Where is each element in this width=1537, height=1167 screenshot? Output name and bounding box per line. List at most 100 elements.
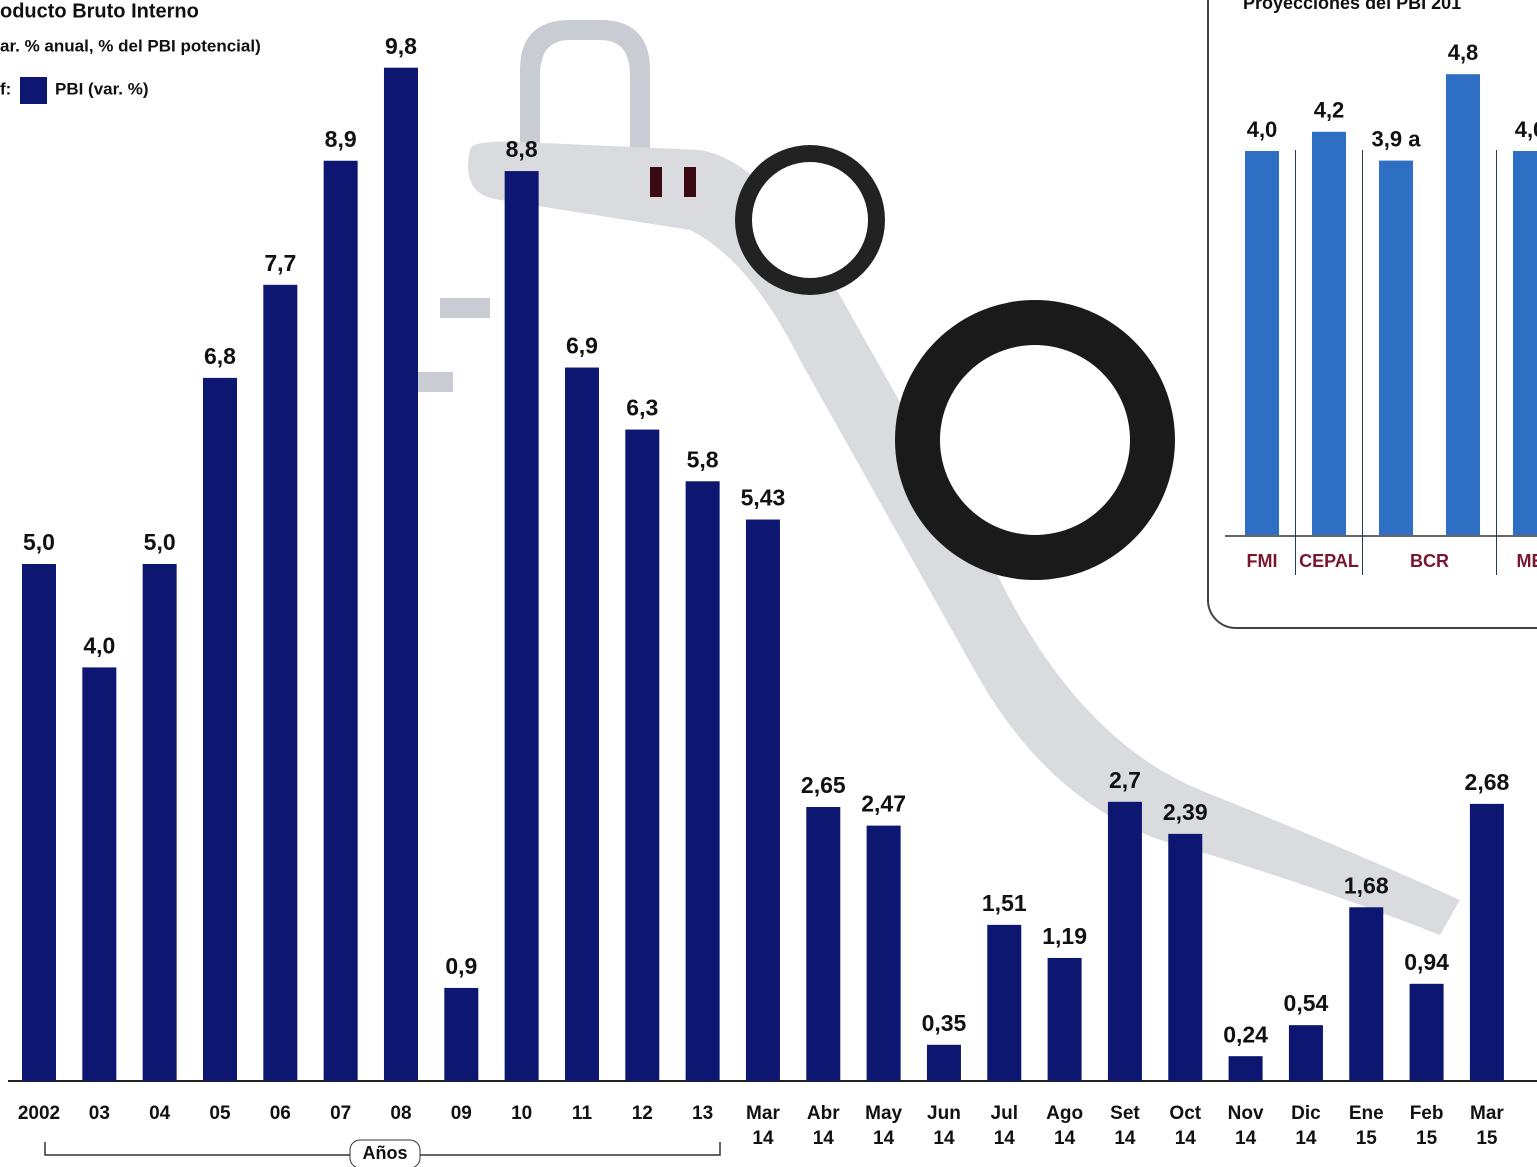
- x-tick-label: 06: [270, 1103, 291, 1124]
- value-label: 0,9: [445, 953, 477, 979]
- x-tick-label: 15: [1416, 1128, 1438, 1149]
- chart-title: oducto Bruto Interno: [0, 0, 199, 22]
- bar: [746, 520, 780, 1081]
- x-tick-label: Mar: [746, 1103, 780, 1124]
- bar: [1513, 151, 1537, 535]
- x-tick-label: BCR: [1410, 551, 1449, 571]
- inset-title: Proyecciones del PBI 201: [1243, 0, 1461, 13]
- x-tick-label: 12: [632, 1103, 653, 1124]
- x-tick-label: Jun: [927, 1103, 961, 1124]
- bar: [1349, 907, 1383, 1081]
- chart: oducto Bruto Interno ar. % anual, % del …: [0, 0, 1537, 1167]
- value-label: 1,51: [982, 890, 1027, 916]
- value-label: 4,0: [1247, 117, 1278, 142]
- bar: [1379, 161, 1413, 535]
- bar: [1168, 834, 1202, 1081]
- x-tick-label: 14: [813, 1128, 835, 1149]
- bar: [203, 378, 237, 1081]
- bar: [505, 171, 539, 1081]
- bar: [22, 564, 56, 1081]
- years-label: Años: [363, 1143, 408, 1163]
- value-label: 5,0: [144, 529, 176, 555]
- x-tick-label: 14: [994, 1128, 1016, 1149]
- x-tick-label: 09: [451, 1103, 472, 1124]
- x-tick-label: Ago: [1046, 1103, 1083, 1124]
- chart-subtitle: ar. % anual, % del PBI potencial): [0, 36, 261, 55]
- value-label: 9,8: [385, 33, 417, 59]
- bar: [1446, 74, 1480, 535]
- value-label: 0,24: [1223, 1021, 1268, 1047]
- value-label: 2,39: [1163, 799, 1208, 825]
- legend-prefix: f:: [0, 79, 11, 98]
- bar: [1108, 802, 1142, 1081]
- x-tick-label: 13: [692, 1103, 713, 1124]
- x-tick-label: Ene: [1349, 1103, 1384, 1124]
- bar: [1229, 1056, 1263, 1081]
- value-label: 5,8: [687, 446, 719, 472]
- legend-swatch: [20, 77, 47, 104]
- value-label: 4,2: [1314, 98, 1345, 123]
- x-tick-label: 14: [1295, 1128, 1317, 1149]
- value-label: 7,7: [264, 250, 296, 276]
- x-tick-label: 05: [209, 1103, 231, 1124]
- x-tick-label: FMI: [1247, 551, 1278, 571]
- value-label: 6,3: [626, 395, 658, 421]
- bar: [82, 667, 116, 1081]
- value-label: 1,19: [1042, 923, 1087, 949]
- bar: [1312, 132, 1346, 535]
- value-label: 1,68: [1344, 872, 1389, 898]
- x-tick-label: Feb: [1410, 1103, 1444, 1124]
- x-tick-label: Oct: [1169, 1103, 1201, 1124]
- bar: [1470, 804, 1504, 1081]
- value-label: 6,9: [566, 333, 598, 359]
- x-tick-label: ME: [1517, 551, 1537, 571]
- value-label: 6,8: [204, 343, 236, 369]
- value-label: 4,0: [83, 632, 115, 658]
- x-tick-label: 14: [933, 1128, 955, 1149]
- x-tick-label: 03: [89, 1103, 110, 1124]
- x-tick-label: 14: [1054, 1128, 1076, 1149]
- value-label: 4,8: [1448, 40, 1479, 65]
- x-tick-label: 15: [1356, 1128, 1378, 1149]
- value-label: 5,0: [23, 529, 55, 555]
- bar: [143, 564, 177, 1081]
- x-tick-label: May: [865, 1103, 902, 1124]
- value-label: 8,9: [325, 126, 357, 152]
- value-label: 4,0: [1515, 117, 1537, 142]
- x-tick-label: CEPAL: [1299, 551, 1359, 571]
- x-tick-label: 14: [1175, 1128, 1197, 1149]
- value-label: 2,7: [1109, 767, 1141, 793]
- x-tick-label: 2002: [18, 1103, 60, 1124]
- x-tick-label: 15: [1476, 1128, 1498, 1149]
- bar: [565, 368, 599, 1081]
- value-label: 0,94: [1404, 949, 1449, 975]
- bar: [1245, 151, 1279, 535]
- x-tick-label: Dic: [1291, 1103, 1321, 1124]
- bar: [867, 826, 901, 1081]
- x-tick-label: 14: [1235, 1128, 1257, 1149]
- bar: [1048, 958, 1082, 1081]
- x-tick-label: 14: [752, 1128, 774, 1149]
- value-label: 2,65: [801, 772, 846, 798]
- value-label: 0,54: [1284, 990, 1329, 1016]
- bar: [927, 1045, 961, 1081]
- x-tick-label: 11: [572, 1103, 593, 1124]
- x-tick-label: Set: [1110, 1103, 1140, 1124]
- bar: [1289, 1025, 1323, 1081]
- x-tick-label: 10: [511, 1103, 532, 1124]
- x-tick-label: Nov: [1228, 1103, 1264, 1124]
- value-label: 3,9 a: [1372, 126, 1422, 151]
- bar: [987, 925, 1021, 1081]
- x-tick-label: Jul: [991, 1103, 1018, 1124]
- bar: [384, 68, 418, 1081]
- x-tick-label: 07: [330, 1103, 351, 1124]
- x-tick-label: Abr: [807, 1103, 840, 1124]
- value-label: 2,47: [861, 791, 906, 817]
- x-tick-label: 14: [873, 1128, 895, 1149]
- bar: [1410, 984, 1444, 1081]
- value-label: 0,35: [922, 1010, 967, 1036]
- legend-label: PBI (var. %): [55, 79, 149, 98]
- x-tick-label: 04: [149, 1103, 171, 1124]
- x-tick-label: 08: [390, 1103, 411, 1124]
- bar: [686, 481, 720, 1081]
